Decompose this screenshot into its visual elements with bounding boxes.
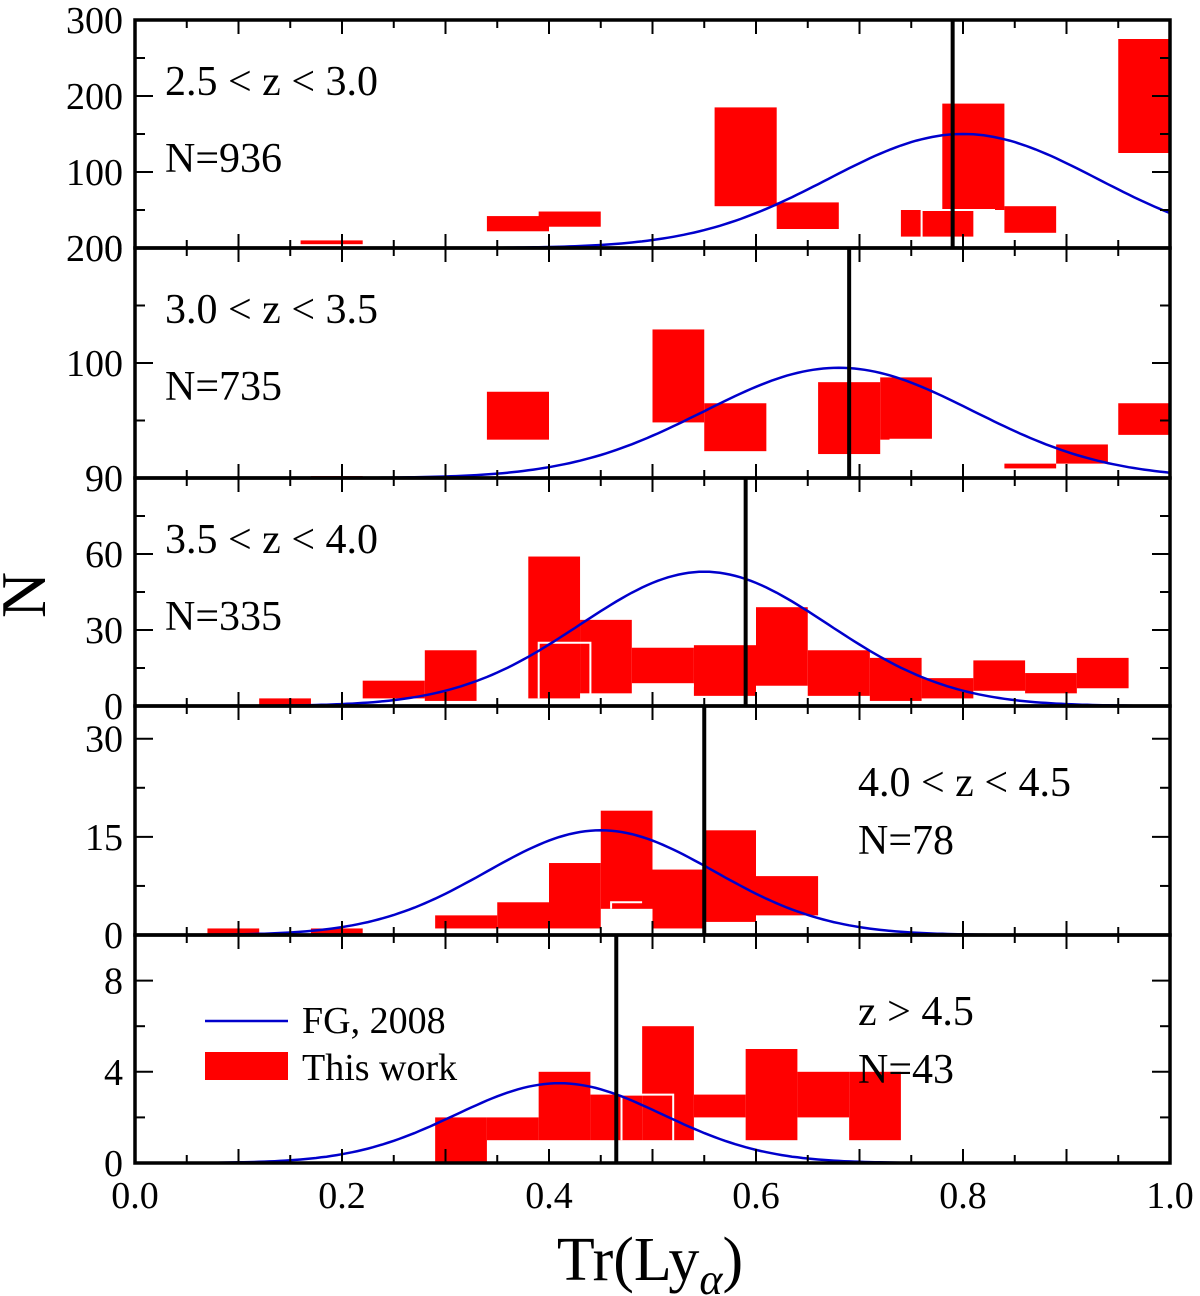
panel-4: 0 15 30 4.0 < z < 4.5 N=78	[85, 704, 1172, 957]
histogram-box	[259, 698, 311, 706]
histogram-box	[1004, 463, 1057, 469]
y-tick-label: 30	[85, 719, 123, 761]
histogram-box	[973, 660, 1026, 691]
histogram-box	[435, 915, 498, 929]
histogram-box	[900, 210, 974, 237]
histogram-box	[549, 863, 601, 929]
y-axis-title: N	[0, 572, 59, 618]
legend-label-fg2008: FG, 2008	[302, 1000, 446, 1042]
histogram-box	[207, 928, 260, 935]
histogram-box	[1118, 403, 1170, 435]
legend-label-this-work: This work	[302, 1047, 457, 1089]
histogram-box	[807, 650, 870, 696]
histogram-box	[362, 680, 425, 699]
histogram-box	[693, 1094, 746, 1118]
histogram-box	[1004, 206, 1057, 233]
y-tick-label: 0	[104, 228, 123, 270]
redshift-range-label: 2.5 < z < 3.0	[165, 59, 378, 105]
histogram-step-outline	[610, 901, 643, 909]
sample-count-label: N=936	[165, 136, 282, 182]
panel-5: 0 4 8 z > 4.5 N=43	[104, 933, 1172, 1185]
histogram-box	[310, 928, 363, 935]
sample-count-label: N=335	[165, 594, 282, 640]
histogram-box	[538, 211, 601, 227]
histogram-box	[756, 876, 819, 916]
y-tick-label: 100	[66, 343, 123, 385]
histogram-step-outline	[889, 438, 932, 474]
y-tick-label: 0	[104, 915, 123, 957]
x-axis-title-subscript: α	[699, 1255, 723, 1296]
redshift-range-label: 3.0 < z < 3.5	[165, 287, 378, 333]
redshift-range-label: 3.5 < z < 4.0	[165, 517, 378, 563]
sample-count-label: N=735	[165, 364, 282, 410]
histogram-box	[580, 619, 632, 694]
histogram-box	[1025, 673, 1077, 694]
legend: FG, 2008 This work	[205, 1000, 457, 1089]
histogram-step-outline	[620, 1093, 675, 1141]
y-tick-label: 30	[85, 610, 123, 652]
y-tick-label: 15	[85, 817, 123, 859]
histogram-box	[435, 1117, 487, 1163]
redshift-range-label: z > 4.5	[858, 989, 974, 1035]
plot-area	[135, 329, 1170, 478]
histogram-box	[1076, 657, 1129, 689]
plot-area	[135, 810, 1170, 935]
histogram-box	[704, 830, 756, 922]
y-tick-label: 100	[66, 152, 123, 194]
y-tick-label: 300	[66, 0, 123, 42]
plot-area	[135, 556, 1170, 706]
histogram-step-outline	[537, 641, 694, 700]
fg2008-curve	[135, 1081, 1170, 1163]
x-tick-label: 1.0	[1146, 1175, 1194, 1217]
histogram-box	[486, 216, 549, 232]
panel-1: 0 100 200 300 2.5 < z < 3.0 N=936	[66, 0, 1172, 270]
x-axis-title-close: )	[722, 1226, 743, 1294]
histogram-box	[300, 240, 363, 245]
panel-frame	[133, 933, 1172, 1165]
histogram-box	[756, 607, 808, 686]
histogram-box	[704, 403, 767, 452]
y-tick-label: 8	[104, 961, 123, 1003]
panel-3: 0 30 60 3.5 < z < 4.0 N=335	[85, 476, 1172, 728]
x-tick-label: 0.4	[525, 1175, 573, 1217]
plot-area	[135, 1026, 1170, 1163]
y-tick-label: 200	[66, 228, 123, 270]
histogram-box	[797, 1071, 850, 1118]
histogram-box	[486, 1117, 539, 1141]
histogram-box	[849, 1071, 901, 1141]
y-tick-label: 200	[66, 76, 123, 118]
x-axis-title-main: Tr(Ly	[557, 1226, 699, 1294]
histogram-box	[600, 810, 653, 909]
y-tick-label: 60	[85, 534, 123, 576]
y-tick-label: 4	[104, 1052, 123, 1094]
histogram-box	[486, 391, 549, 440]
x-axis-title: Tr(Lyα)	[557, 1226, 743, 1296]
panel-2: 90 100 200 3.0 < z < 3.5 N=735	[66, 228, 1172, 500]
sample-count-label: N=43	[858, 1047, 954, 1093]
histogram-box	[776, 202, 839, 229]
x-tick-label: 0.2	[318, 1175, 366, 1217]
histogram-box	[631, 647, 694, 684]
histogram-box	[714, 107, 777, 207]
sample-count-label: N=78	[858, 818, 954, 864]
x-tick-label: 0.0	[111, 1175, 159, 1217]
redshift-range-label: 4.0 < z < 4.5	[858, 760, 1071, 806]
y-tick-label: 90	[85, 458, 123, 500]
y-tick-label: 0	[104, 1143, 123, 1185]
histogram-box	[652, 329, 705, 423]
x-tick-label: 0.8	[939, 1175, 987, 1217]
legend-box-swatch	[205, 1052, 288, 1080]
histogram-box	[497, 902, 549, 929]
x-tick-label: 0.6	[732, 1175, 780, 1217]
histogram-step-outline	[920, 209, 995, 241]
histogram-box	[642, 1026, 694, 1141]
y-tick-label: 0	[104, 686, 123, 728]
histogram-box	[652, 869, 705, 929]
histogram-box	[528, 556, 581, 699]
histogram-box	[745, 1049, 798, 1141]
